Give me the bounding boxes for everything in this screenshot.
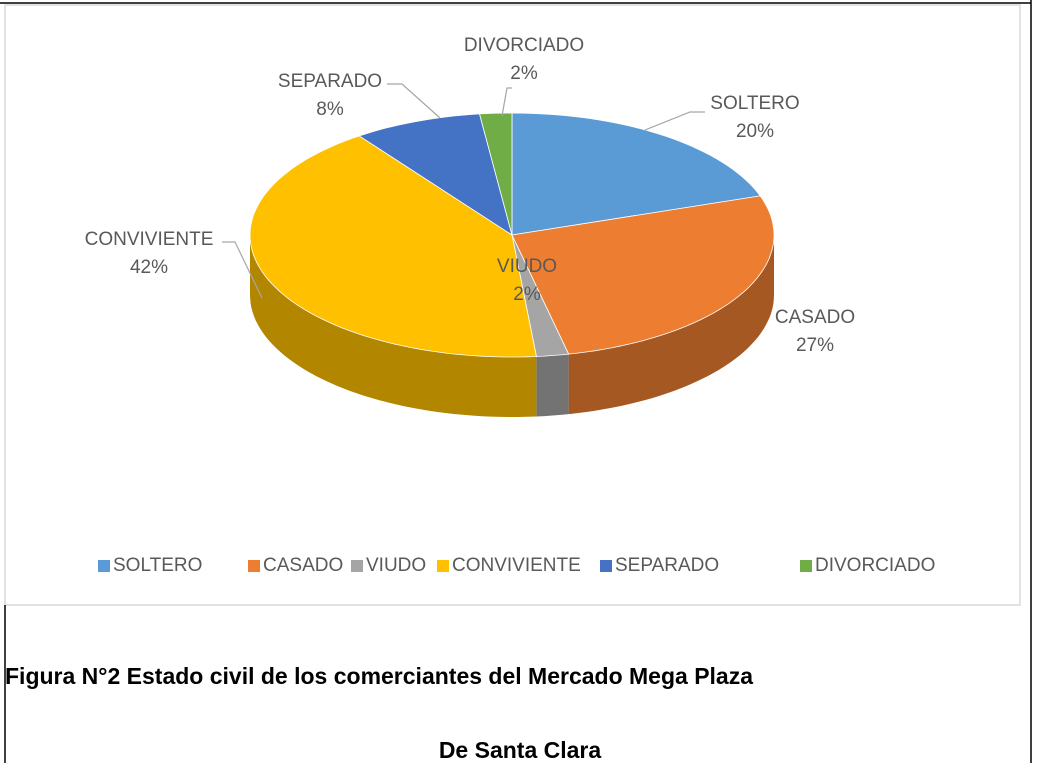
data-label-value: 42%	[130, 257, 168, 278]
data-label-name: CONVIVIENTE	[85, 229, 214, 250]
data-label-value: 2%	[510, 63, 538, 84]
slice-side	[568, 235, 774, 415]
legend-swatch	[98, 560, 110, 572]
legend-label: SOLTERO	[113, 555, 202, 576]
legend-swatch	[600, 560, 612, 572]
legend-label: SEPARADO	[615, 555, 719, 576]
leader-line	[387, 83, 441, 119]
legend-label: CONVIVIENTE	[452, 555, 581, 576]
slice	[358, 113, 513, 236]
slice	[478, 112, 513, 236]
data-label-value: 8%	[316, 99, 344, 120]
legend-swatch	[351, 560, 363, 572]
data-label-name: DIVORCIADO	[464, 35, 584, 56]
leader-line	[501, 87, 512, 117]
legend-label: DIVORCIADO	[815, 555, 935, 576]
slice-side	[250, 235, 537, 417]
data-label-value: 27%	[796, 335, 834, 356]
legend-label: VIUDO	[366, 555, 426, 576]
slice	[249, 135, 537, 358]
data-label-name: SEPARADO	[278, 71, 382, 92]
slice	[511, 195, 775, 355]
legend-swatch	[248, 560, 260, 572]
data-label-name: VIUDO	[497, 256, 557, 277]
leader-line	[222, 241, 263, 299]
data-label-value: 20%	[736, 121, 774, 142]
legend-swatch	[800, 560, 812, 572]
data-label-value: 2%	[513, 284, 541, 305]
data-label-name: SOLTERO	[710, 93, 799, 114]
caption-line: Figura N°2 Estado civil de los comercian…	[5, 663, 753, 689]
legend-label: CASADO	[263, 555, 343, 576]
slice	[511, 112, 761, 236]
leader-line	[644, 111, 705, 131]
slice-side	[536, 354, 569, 417]
legend-swatch	[437, 560, 449, 572]
caption-line: De Santa Clara	[439, 737, 602, 763]
data-label-name: CASADO	[775, 307, 855, 328]
